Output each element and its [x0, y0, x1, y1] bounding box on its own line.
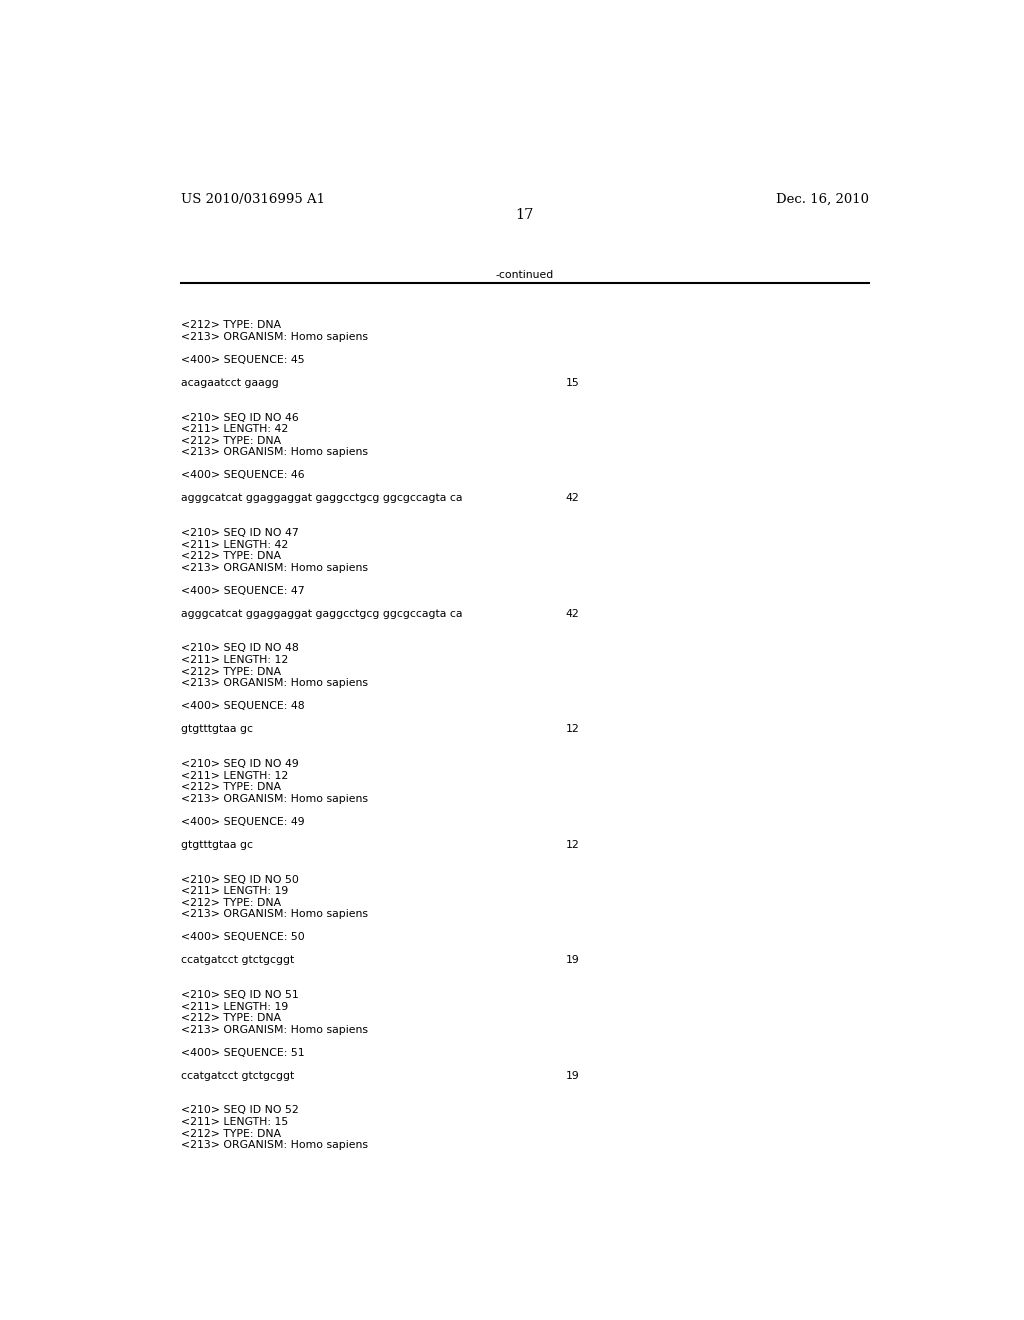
Text: -continued: -continued — [496, 271, 554, 280]
Text: <213> ORGANISM: Homo sapiens: <213> ORGANISM: Homo sapiens — [180, 331, 368, 342]
Text: <210> SEQ ID NO 48: <210> SEQ ID NO 48 — [180, 644, 298, 653]
Text: <212> TYPE: DNA: <212> TYPE: DNA — [180, 1129, 281, 1139]
Text: <211> LENGTH: 19: <211> LENGTH: 19 — [180, 1002, 288, 1011]
Text: gtgtttgtaa gc: gtgtttgtaa gc — [180, 725, 253, 734]
Text: ccatgatcct gtctgcggt: ccatgatcct gtctgcggt — [180, 1071, 294, 1081]
Text: <212> TYPE: DNA: <212> TYPE: DNA — [180, 552, 281, 561]
Text: <400> SEQUENCE: 46: <400> SEQUENCE: 46 — [180, 470, 304, 480]
Text: <400> SEQUENCE: 47: <400> SEQUENCE: 47 — [180, 586, 304, 595]
Text: <211> LENGTH: 12: <211> LENGTH: 12 — [180, 655, 288, 665]
Text: agggcatcat ggaggaggat gaggcctgcg ggcgccagta ca: agggcatcat ggaggaggat gaggcctgcg ggcgcca… — [180, 609, 462, 619]
Text: <212> TYPE: DNA: <212> TYPE: DNA — [180, 898, 281, 908]
Text: <211> LENGTH: 19: <211> LENGTH: 19 — [180, 886, 288, 896]
Text: <212> TYPE: DNA: <212> TYPE: DNA — [180, 321, 281, 330]
Text: <211> LENGTH: 42: <211> LENGTH: 42 — [180, 424, 288, 434]
Text: <210> SEQ ID NO 46: <210> SEQ ID NO 46 — [180, 412, 298, 422]
Text: <213> ORGANISM: Homo sapiens: <213> ORGANISM: Homo sapiens — [180, 793, 368, 804]
Text: 19: 19 — [566, 1071, 580, 1081]
Text: <213> ORGANISM: Homo sapiens: <213> ORGANISM: Homo sapiens — [180, 1140, 368, 1150]
Text: <212> TYPE: DNA: <212> TYPE: DNA — [180, 1014, 281, 1023]
Text: <400> SEQUENCE: 49: <400> SEQUENCE: 49 — [180, 817, 304, 826]
Text: <213> ORGANISM: Homo sapiens: <213> ORGANISM: Homo sapiens — [180, 562, 368, 573]
Text: 15: 15 — [566, 378, 580, 388]
Text: 17: 17 — [516, 209, 534, 223]
Text: <213> ORGANISM: Homo sapiens: <213> ORGANISM: Homo sapiens — [180, 909, 368, 919]
Text: <213> ORGANISM: Homo sapiens: <213> ORGANISM: Homo sapiens — [180, 1024, 368, 1035]
Text: <211> LENGTH: 15: <211> LENGTH: 15 — [180, 1117, 288, 1127]
Text: ccatgatcct gtctgcggt: ccatgatcct gtctgcggt — [180, 956, 294, 965]
Text: Dec. 16, 2010: Dec. 16, 2010 — [776, 193, 869, 206]
Text: <211> LENGTH: 42: <211> LENGTH: 42 — [180, 540, 288, 549]
Text: <212> TYPE: DNA: <212> TYPE: DNA — [180, 781, 281, 792]
Text: <213> ORGANISM: Homo sapiens: <213> ORGANISM: Homo sapiens — [180, 678, 368, 688]
Text: gtgtttgtaa gc: gtgtttgtaa gc — [180, 840, 253, 850]
Text: <210> SEQ ID NO 47: <210> SEQ ID NO 47 — [180, 528, 298, 539]
Text: <400> SEQUENCE: 51: <400> SEQUENCE: 51 — [180, 1048, 304, 1057]
Text: <212> TYPE: DNA: <212> TYPE: DNA — [180, 667, 281, 677]
Text: <210> SEQ ID NO 49: <210> SEQ ID NO 49 — [180, 759, 298, 770]
Text: <213> ORGANISM: Homo sapiens: <213> ORGANISM: Homo sapiens — [180, 447, 368, 457]
Text: <210> SEQ ID NO 52: <210> SEQ ID NO 52 — [180, 1106, 298, 1115]
Text: <400> SEQUENCE: 50: <400> SEQUENCE: 50 — [180, 932, 304, 942]
Text: 12: 12 — [566, 725, 580, 734]
Text: acagaatcct gaagg: acagaatcct gaagg — [180, 378, 279, 388]
Text: <211> LENGTH: 12: <211> LENGTH: 12 — [180, 771, 288, 780]
Text: 19: 19 — [566, 956, 580, 965]
Text: <210> SEQ ID NO 51: <210> SEQ ID NO 51 — [180, 990, 298, 1001]
Text: <400> SEQUENCE: 45: <400> SEQUENCE: 45 — [180, 355, 304, 364]
Text: 42: 42 — [566, 494, 580, 503]
Text: agggcatcat ggaggaggat gaggcctgcg ggcgccagta ca: agggcatcat ggaggaggat gaggcctgcg ggcgcca… — [180, 494, 462, 503]
Text: 12: 12 — [566, 840, 580, 850]
Text: 42: 42 — [566, 609, 580, 619]
Text: US 2010/0316995 A1: US 2010/0316995 A1 — [180, 193, 325, 206]
Text: <212> TYPE: DNA: <212> TYPE: DNA — [180, 436, 281, 446]
Text: <210> SEQ ID NO 50: <210> SEQ ID NO 50 — [180, 875, 299, 884]
Text: <400> SEQUENCE: 48: <400> SEQUENCE: 48 — [180, 701, 304, 711]
